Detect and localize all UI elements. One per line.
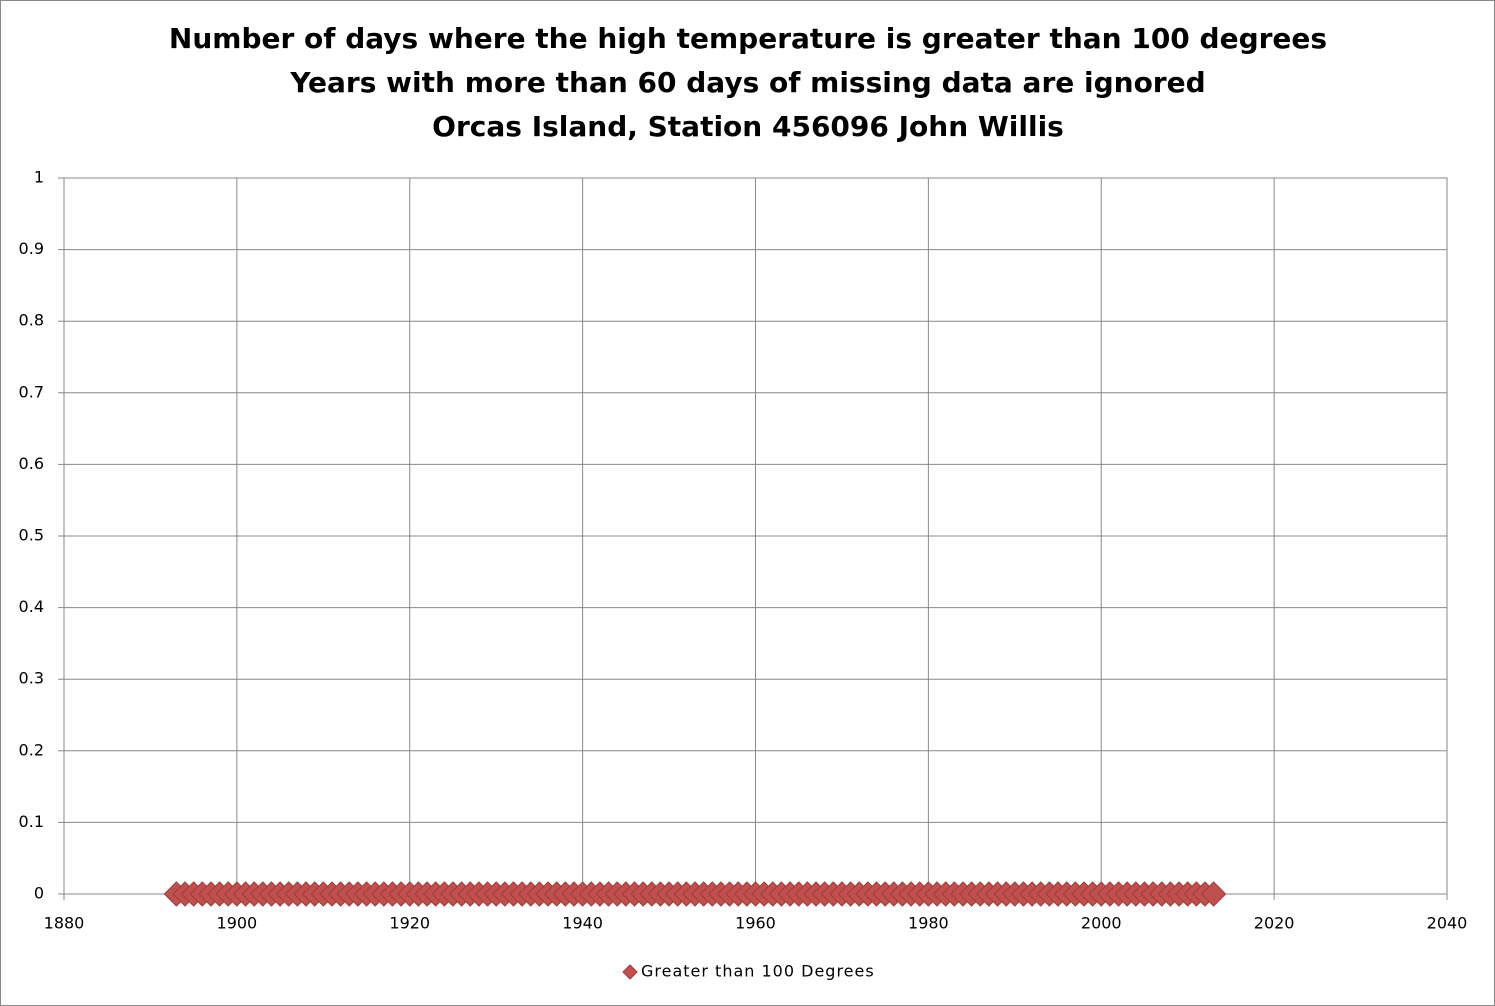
chart-subtitle: Orcas Island, Station 456096 John Willis — [432, 110, 1064, 143]
x-tick-label: 1880 — [44, 914, 85, 933]
x-tick-label: 1920 — [389, 914, 430, 933]
marker — [1200, 881, 1227, 907]
y-tick-label: 0.5 — [19, 526, 44, 545]
x-tick-label: 1900 — [217, 914, 258, 933]
y-tick-label: 0.4 — [19, 597, 44, 616]
x-tick-label: 1960 — [735, 914, 776, 933]
y-tick-label: 0.2 — [19, 740, 44, 759]
x-tick-label: 2040 — [1427, 914, 1468, 933]
y-tick-label: 0.6 — [19, 454, 44, 473]
legend-label: Greater than 100 Degrees — [641, 962, 875, 981]
x-tick-label: 1980 — [908, 914, 949, 933]
chart-subtitle: Years with more than 60 days of missing … — [289, 66, 1205, 99]
x-tick-label: 2000 — [1081, 914, 1122, 933]
y-tick-label: 0 — [34, 884, 44, 903]
y-tick-label: 1 — [34, 168, 44, 187]
x-tick-label: 1940 — [562, 914, 603, 933]
chart-title: Number of days where the high temperatur… — [169, 22, 1327, 55]
y-tick-label: 0.3 — [19, 669, 44, 688]
y-tick-label: 0.8 — [19, 311, 44, 330]
x-tick-label: 2020 — [1254, 914, 1295, 933]
y-tick-label: 0.1 — [19, 812, 44, 831]
y-tick-label: 0.9 — [19, 239, 44, 258]
legend-marker — [622, 964, 638, 980]
y-tick-label: 0.7 — [19, 382, 44, 401]
